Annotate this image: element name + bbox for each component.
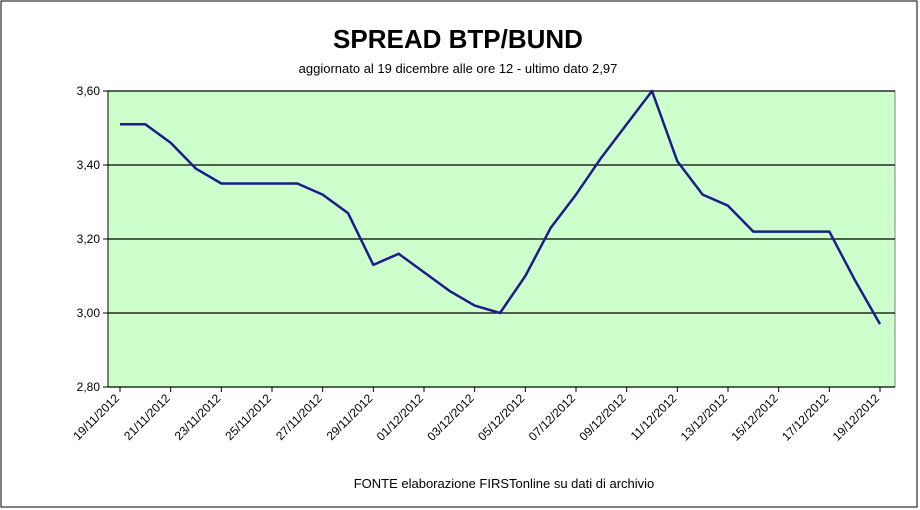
y-tick-label: 2,80 <box>77 380 101 394</box>
y-tick-label: 3,40 <box>77 158 101 172</box>
y-tick-label: 3,60 <box>77 84 101 98</box>
source-note: FONTE elaborazione FIRSTonline su dati d… <box>354 476 655 491</box>
y-tick-label: 3,00 <box>77 306 101 320</box>
chart-title: SPREAD BTP/BUND <box>333 24 583 54</box>
chart-subtitle: aggiornato al 19 dicembre alle ore 12 - … <box>299 61 618 76</box>
data-line <box>120 89 882 325</box>
y-tick-label: 3,20 <box>77 232 101 246</box>
